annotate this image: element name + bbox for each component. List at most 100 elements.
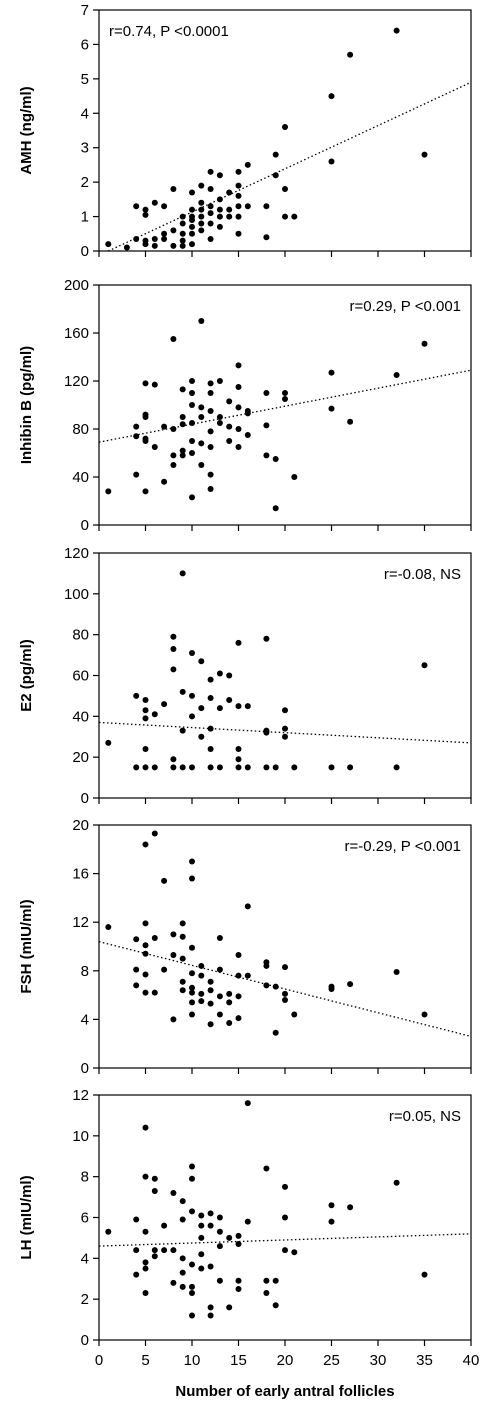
data-point-1-47 bbox=[226, 423, 233, 430]
data-point-4-9 bbox=[142, 1290, 149, 1297]
data-point-4-33 bbox=[198, 1234, 205, 1241]
y-tick-label-0-1: 1 bbox=[81, 209, 89, 226]
data-point-3-36 bbox=[207, 987, 214, 994]
data-point-3-11 bbox=[151, 934, 158, 941]
data-point-4-22 bbox=[179, 1269, 186, 1276]
data-point-0-17 bbox=[179, 213, 186, 220]
trend-line-0 bbox=[108, 81, 472, 252]
data-point-4-5 bbox=[142, 1173, 149, 1180]
data-point-1-44 bbox=[216, 420, 223, 426]
data-point-0-26 bbox=[189, 223, 195, 230]
data-point-3-3 bbox=[133, 982, 140, 989]
data-point-1-46 bbox=[226, 438, 233, 444]
data-point-1-29 bbox=[189, 494, 195, 501]
data-point-3-9 bbox=[142, 989, 149, 996]
data-point-0-48 bbox=[226, 213, 233, 220]
data-point-0-36 bbox=[207, 186, 214, 193]
data-point-2-46 bbox=[263, 729, 270, 736]
data-point-4-28 bbox=[189, 1283, 195, 1290]
data-point-1-3 bbox=[133, 471, 140, 478]
data-point-1-18 bbox=[179, 386, 186, 393]
data-point-2-51 bbox=[282, 733, 288, 740]
data-point-4-50 bbox=[235, 1285, 242, 1292]
data-point-0-35 bbox=[207, 168, 214, 175]
data-point-1-8 bbox=[142, 438, 149, 444]
data-point-4-52 bbox=[244, 1218, 251, 1225]
data-point-3-31 bbox=[198, 962, 205, 969]
data-point-1-11 bbox=[151, 444, 158, 450]
data-point-4-54 bbox=[263, 1277, 270, 1284]
y-tick-label-0-2: 2 bbox=[81, 174, 89, 191]
plot-frame-1 bbox=[98, 284, 472, 526]
x-tick-label-8: 40 bbox=[463, 1352, 480, 1369]
data-point-2-52 bbox=[291, 764, 298, 771]
y-axis-label-2: E2 (pg/ml) bbox=[18, 639, 35, 712]
data-point-3-5 bbox=[142, 920, 149, 927]
data-point-1-14 bbox=[170, 336, 177, 342]
data-point-4-36 bbox=[207, 1210, 214, 1217]
data-point-0-58 bbox=[263, 234, 270, 241]
data-point-4-24 bbox=[189, 1163, 195, 1170]
data-point-0-8 bbox=[151, 199, 158, 206]
data-point-0-41 bbox=[216, 172, 223, 179]
data-point-3-14 bbox=[161, 966, 168, 973]
data-point-4-34 bbox=[198, 1251, 205, 1258]
data-point-1-43 bbox=[216, 414, 223, 420]
data-point-0-53 bbox=[235, 213, 242, 220]
data-point-3-27 bbox=[189, 984, 195, 991]
data-point-0-1 bbox=[123, 244, 130, 251]
y-tick-label-4-4: 8 bbox=[81, 1169, 89, 1186]
data-point-0-56 bbox=[244, 203, 251, 210]
data-point-3-22 bbox=[179, 987, 186, 994]
data-point-4-17 bbox=[170, 1247, 177, 1254]
data-point-3-12 bbox=[151, 989, 158, 996]
data-point-1-41 bbox=[207, 486, 214, 492]
data-point-0-39 bbox=[207, 220, 214, 227]
data-point-4-44 bbox=[216, 1277, 223, 1284]
data-point-3-34 bbox=[198, 998, 205, 1005]
data-point-4-18 bbox=[170, 1279, 177, 1286]
data-point-2-48 bbox=[272, 764, 279, 771]
data-point-0-60 bbox=[272, 172, 279, 179]
data-point-4-43 bbox=[216, 1243, 223, 1250]
data-point-1-17 bbox=[170, 426, 177, 432]
data-point-0-62 bbox=[282, 186, 288, 193]
data-point-0-5 bbox=[142, 211, 149, 218]
x-tick-label-3: 15 bbox=[230, 1352, 247, 1369]
y-tick-label-4-2: 4 bbox=[81, 1250, 89, 1267]
data-point-0-42 bbox=[216, 196, 223, 203]
data-point-0-16 bbox=[170, 242, 177, 249]
data-point-3-35 bbox=[207, 978, 214, 985]
data-point-2-0 bbox=[105, 739, 112, 746]
data-point-4-1 bbox=[133, 1216, 140, 1223]
data-point-3-41 bbox=[216, 993, 223, 1000]
data-point-4-11 bbox=[151, 1187, 158, 1194]
data-point-2-8 bbox=[151, 711, 158, 718]
data-point-4-57 bbox=[272, 1302, 279, 1309]
data-point-2-6 bbox=[142, 746, 149, 752]
y-tick-label-2-5: 100 bbox=[64, 586, 89, 603]
y-tick-label-4-3: 6 bbox=[81, 1210, 89, 1227]
y-tick-label-1-3: 120 bbox=[64, 373, 89, 390]
data-point-1-63 bbox=[291, 474, 298, 480]
data-point-0-47 bbox=[226, 206, 233, 213]
data-point-4-10 bbox=[151, 1175, 158, 1182]
data-point-0-4 bbox=[142, 206, 149, 213]
data-point-0-0 bbox=[105, 241, 112, 248]
data-point-0-18 bbox=[179, 220, 186, 227]
correlation-annotation-1: r=0.29, P <0.001 bbox=[350, 298, 461, 315]
data-point-3-48 bbox=[235, 993, 242, 1000]
data-point-0-27 bbox=[189, 230, 195, 237]
data-point-4-26 bbox=[189, 1208, 195, 1215]
y-axis-label-3: FSH (mIU/ml) bbox=[18, 899, 35, 993]
data-point-3-7 bbox=[142, 950, 149, 957]
data-point-3-13 bbox=[161, 877, 168, 884]
data-point-4-0 bbox=[105, 1228, 112, 1235]
data-point-1-16 bbox=[170, 462, 177, 468]
data-point-1-31 bbox=[198, 404, 205, 411]
data-point-1-21 bbox=[179, 447, 186, 454]
data-point-0-15 bbox=[170, 227, 177, 234]
data-point-3-25 bbox=[189, 944, 195, 951]
data-point-4-51 bbox=[244, 1100, 251, 1107]
data-point-4-21 bbox=[179, 1255, 186, 1262]
